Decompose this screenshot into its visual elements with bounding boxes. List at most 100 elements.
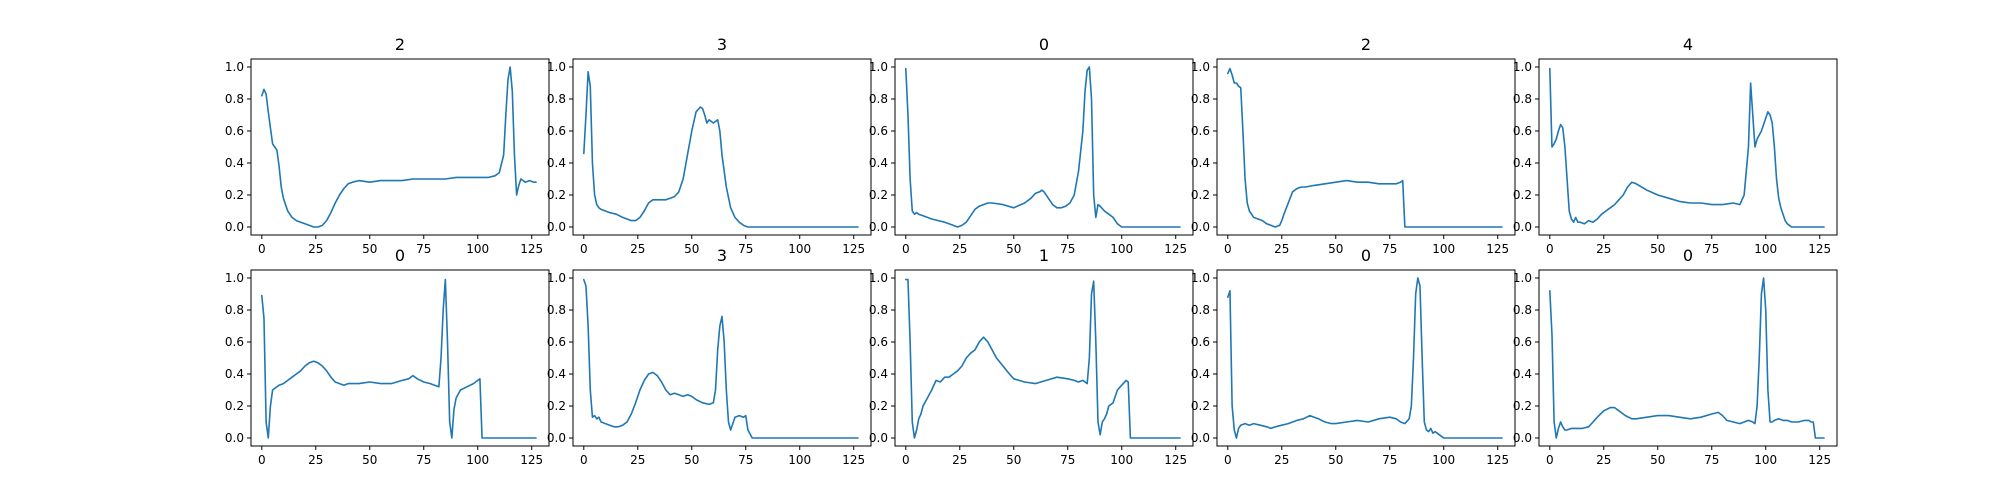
axes-frame	[1216, 269, 1516, 447]
y-tick-label: 1.0	[869, 271, 888, 285]
series-line	[260, 66, 537, 228]
x-tick-label: 50	[684, 242, 699, 256]
x-tick-label: 0	[1546, 242, 1554, 256]
x-tick-label: 50	[1328, 242, 1343, 256]
axes-frame	[572, 269, 872, 447]
y-tick-label: 0.0	[1191, 431, 1210, 445]
y-tick-label: 0.0	[547, 220, 566, 234]
series-line	[904, 278, 1181, 439]
y-tick-label: 0.8	[1191, 303, 1210, 317]
axes-frame	[250, 269, 550, 447]
series-line	[1227, 67, 1503, 228]
y-tick-label: 0.8	[869, 92, 888, 106]
x-tick-label: 25	[952, 242, 967, 256]
y-tick-label: 1.0	[1191, 271, 1210, 285]
y-tick-label: 0.6	[1513, 124, 1532, 138]
y-tick-label: 0.4	[225, 367, 244, 381]
series-line	[582, 278, 859, 439]
y-tick-label: 0.4	[1191, 367, 1210, 381]
panel-title: 0	[1361, 246, 1371, 265]
x-tick-label: 125	[1164, 453, 1187, 467]
y-tick-label: 0.6	[869, 335, 888, 349]
x-tick-label: 75	[738, 453, 753, 467]
x-tick-label: 25	[1596, 242, 1611, 256]
y-tick-label: 0.6	[225, 335, 244, 349]
x-tick-label: 0	[902, 453, 910, 467]
x-tick-label: 50	[1650, 453, 1665, 467]
series-line	[582, 71, 859, 228]
y-tick-label: 0.8	[1513, 92, 1532, 106]
panel-title: 0	[1683, 246, 1693, 265]
y-tick-label: 0.2	[1191, 188, 1210, 202]
y-tick-label: 0.0	[225, 431, 244, 445]
axes-frame	[1216, 58, 1516, 236]
x-tick-label: 125	[1486, 453, 1509, 467]
y-tick-label: 1.0	[225, 271, 244, 285]
x-tick-label: 50	[1006, 242, 1021, 256]
y-tick-label: 1.0	[869, 60, 888, 74]
x-tick-label: 125	[520, 242, 543, 256]
series-line	[904, 66, 1181, 228]
x-tick-label: 25	[308, 242, 323, 256]
y-tick-label: 0.4	[869, 367, 888, 381]
y-tick-label: 0.4	[1191, 156, 1210, 170]
chart-panel-9: 0 0 25 50 75 100 125 0.0 0.2 0.4 0.6 0.8 1.0	[1191, 246, 1516, 467]
y-tick-label: 0.0	[1191, 220, 1210, 234]
y-tick-label: 1.0	[225, 60, 244, 74]
y-tick-label: 0.6	[547, 335, 566, 349]
panel-title: 1	[1039, 246, 1049, 265]
y-tick-label: 0.2	[1513, 399, 1532, 413]
y-tick-label: 0.2	[225, 399, 244, 413]
y-tick-label: 0.8	[547, 303, 566, 317]
x-tick-label: 25	[308, 453, 323, 467]
x-tick-label: 0	[1224, 453, 1232, 467]
y-tick-label: 0.6	[869, 124, 888, 138]
y-tick-label: 0.8	[869, 303, 888, 317]
y-tick-label: 0.4	[1513, 156, 1532, 170]
x-tick-label: 75	[416, 242, 431, 256]
y-tick-label: 0.8	[225, 303, 244, 317]
panel-title: 0	[1039, 35, 1049, 54]
x-tick-label: 100	[788, 242, 811, 256]
y-tick-label: 0.8	[547, 92, 566, 106]
y-tick-label: 0.6	[547, 124, 566, 138]
y-tick-label: 0.2	[225, 188, 244, 202]
x-tick-label: 100	[1754, 453, 1777, 467]
chart-panel-3: 0 0 25 50 75 100 125 0.0 0.2 0.4 0.6 0.8 1.0	[869, 35, 1194, 256]
y-tick-label: 0.0	[869, 431, 888, 445]
y-tick-label: 1.0	[547, 271, 566, 285]
chart-panel-8: 1 0 25 50 75 100 125 0.0 0.2 0.4 0.6 0.8 1.0	[869, 246, 1194, 467]
y-tick-label: 0.4	[1513, 367, 1532, 381]
x-tick-label: 125	[842, 453, 865, 467]
x-tick-label: 75	[1382, 242, 1397, 256]
series-line	[1549, 277, 1825, 439]
y-tick-label: 0.0	[1513, 431, 1532, 445]
y-tick-label: 1.0	[547, 60, 566, 74]
axes-frame	[250, 58, 550, 236]
x-tick-label: 75	[1704, 242, 1719, 256]
chart-panel-2: 3 0 25 50 75 100 125 0.0 0.2 0.4 0.6 0.8 1.0	[547, 35, 872, 256]
y-tick-label: 0.0	[1513, 220, 1532, 234]
x-tick-label: 0	[258, 453, 266, 467]
x-tick-label: 50	[1328, 453, 1343, 467]
axes-frame	[894, 269, 1194, 447]
y-tick-label: 1.0	[1513, 271, 1532, 285]
x-tick-label: 0	[1224, 242, 1232, 256]
y-tick-label: 0.0	[225, 220, 244, 234]
x-tick-label: 125	[520, 453, 543, 467]
x-tick-label: 100	[466, 453, 489, 467]
panel-title: 4	[1683, 35, 1693, 54]
x-tick-label: 25	[1274, 242, 1289, 256]
panel-title: 2	[395, 35, 405, 54]
x-tick-label: 100	[466, 242, 489, 256]
x-tick-label: 25	[1596, 453, 1611, 467]
x-tick-label: 0	[902, 242, 910, 256]
axes-frame	[572, 58, 872, 236]
chart-panel-7: 3 0 25 50 75 100 125 0.0 0.2 0.4 0.6 0.8 1.0	[547, 246, 872, 467]
chart-panel-6: 0 0 25 50 75 100 125 0.0 0.2 0.4 0.6 0.8 1.0	[225, 246, 550, 467]
x-tick-label: 75	[1704, 453, 1719, 467]
y-tick-label: 0.2	[1513, 188, 1532, 202]
y-tick-label: 0.6	[1191, 124, 1210, 138]
y-tick-label: 0.0	[869, 220, 888, 234]
y-tick-label: 0.6	[1513, 335, 1532, 349]
